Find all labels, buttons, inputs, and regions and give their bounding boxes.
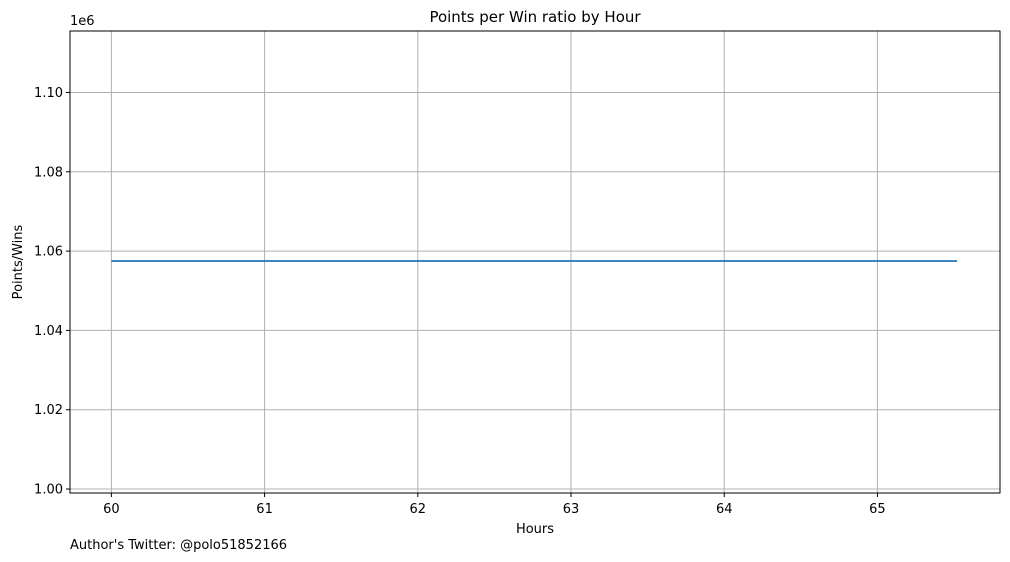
plot-frame — [69, 30, 1001, 494]
y-axis-label: Points/Wins — [11, 224, 26, 299]
y-tick-label: 1.10 — [34, 86, 63, 101]
y-tick-label: 1.02 — [34, 403, 63, 418]
y-tick-label: 1.08 — [34, 165, 63, 180]
x-tick-label: 62 — [410, 502, 427, 517]
x-tick-label: 60 — [103, 502, 120, 517]
y-tick-label: 1.06 — [34, 245, 63, 260]
x-tick-label: 63 — [563, 502, 580, 517]
author-footnote: Author's Twitter: @polo51852166 — [70, 538, 288, 553]
grid-lines — [70, 31, 1000, 493]
y-axis: 1.00 1.02 1.04 1.06 1.08 1.10 — [34, 86, 70, 498]
y-tick-label: 1.00 — [34, 483, 63, 498]
x-axis: 60 61 62 63 64 65 — [103, 493, 886, 517]
y-offset-label: 1e6 — [70, 14, 95, 29]
x-tick-label: 64 — [716, 502, 733, 517]
y-tick-label: 1.04 — [34, 324, 63, 339]
x-tick-label: 61 — [256, 502, 273, 517]
x-tick-label: 65 — [869, 502, 886, 517]
x-axis-label: Hours — [516, 522, 554, 537]
chart-title: Points per Win ratio by Hour — [429, 8, 641, 26]
